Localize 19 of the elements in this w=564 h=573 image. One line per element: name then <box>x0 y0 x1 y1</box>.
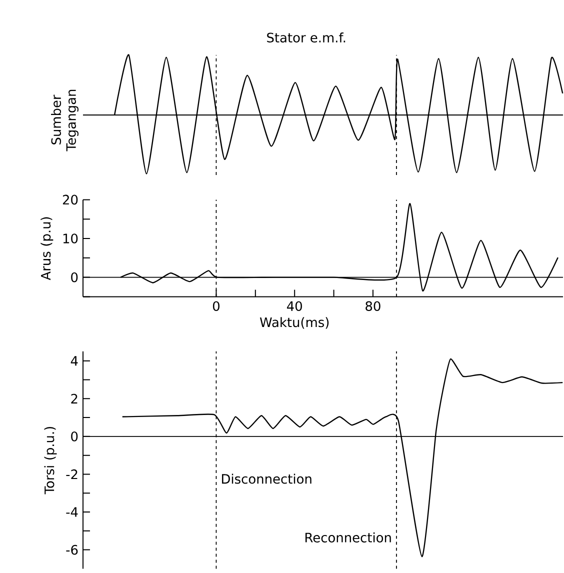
y-tick-label: -6 <box>66 544 78 555</box>
x-tick-label: 40 <box>287 301 302 312</box>
y-axis-title: Sumber Tegangan <box>51 90 79 152</box>
y-tick-label: -4 <box>66 507 78 517</box>
y-axis-title: Arus (p.u) <box>40 217 54 280</box>
y-tick-label: 0 <box>71 432 78 442</box>
y-axis-title: Torsi (p.u.) <box>44 426 57 494</box>
ref-line-label: Disconnection <box>222 474 312 484</box>
y-tick-label: 10 <box>64 234 78 244</box>
y-tick-label: 2 <box>71 394 78 404</box>
y-tick-label: -2 <box>66 469 78 480</box>
x-tick-label: 0 <box>213 301 220 312</box>
text: Stator e.m.f. <box>267 32 346 43</box>
y-tick-label: 20 <box>63 194 78 205</box>
y-tick-label: 0 <box>71 272 78 282</box>
x-tick-label: 80 <box>366 301 381 312</box>
x-axis-title: Waktu(ms) <box>260 317 329 329</box>
y-tick-label: 4 <box>71 356 78 366</box>
ref-line-label: Reconnection <box>306 532 392 542</box>
